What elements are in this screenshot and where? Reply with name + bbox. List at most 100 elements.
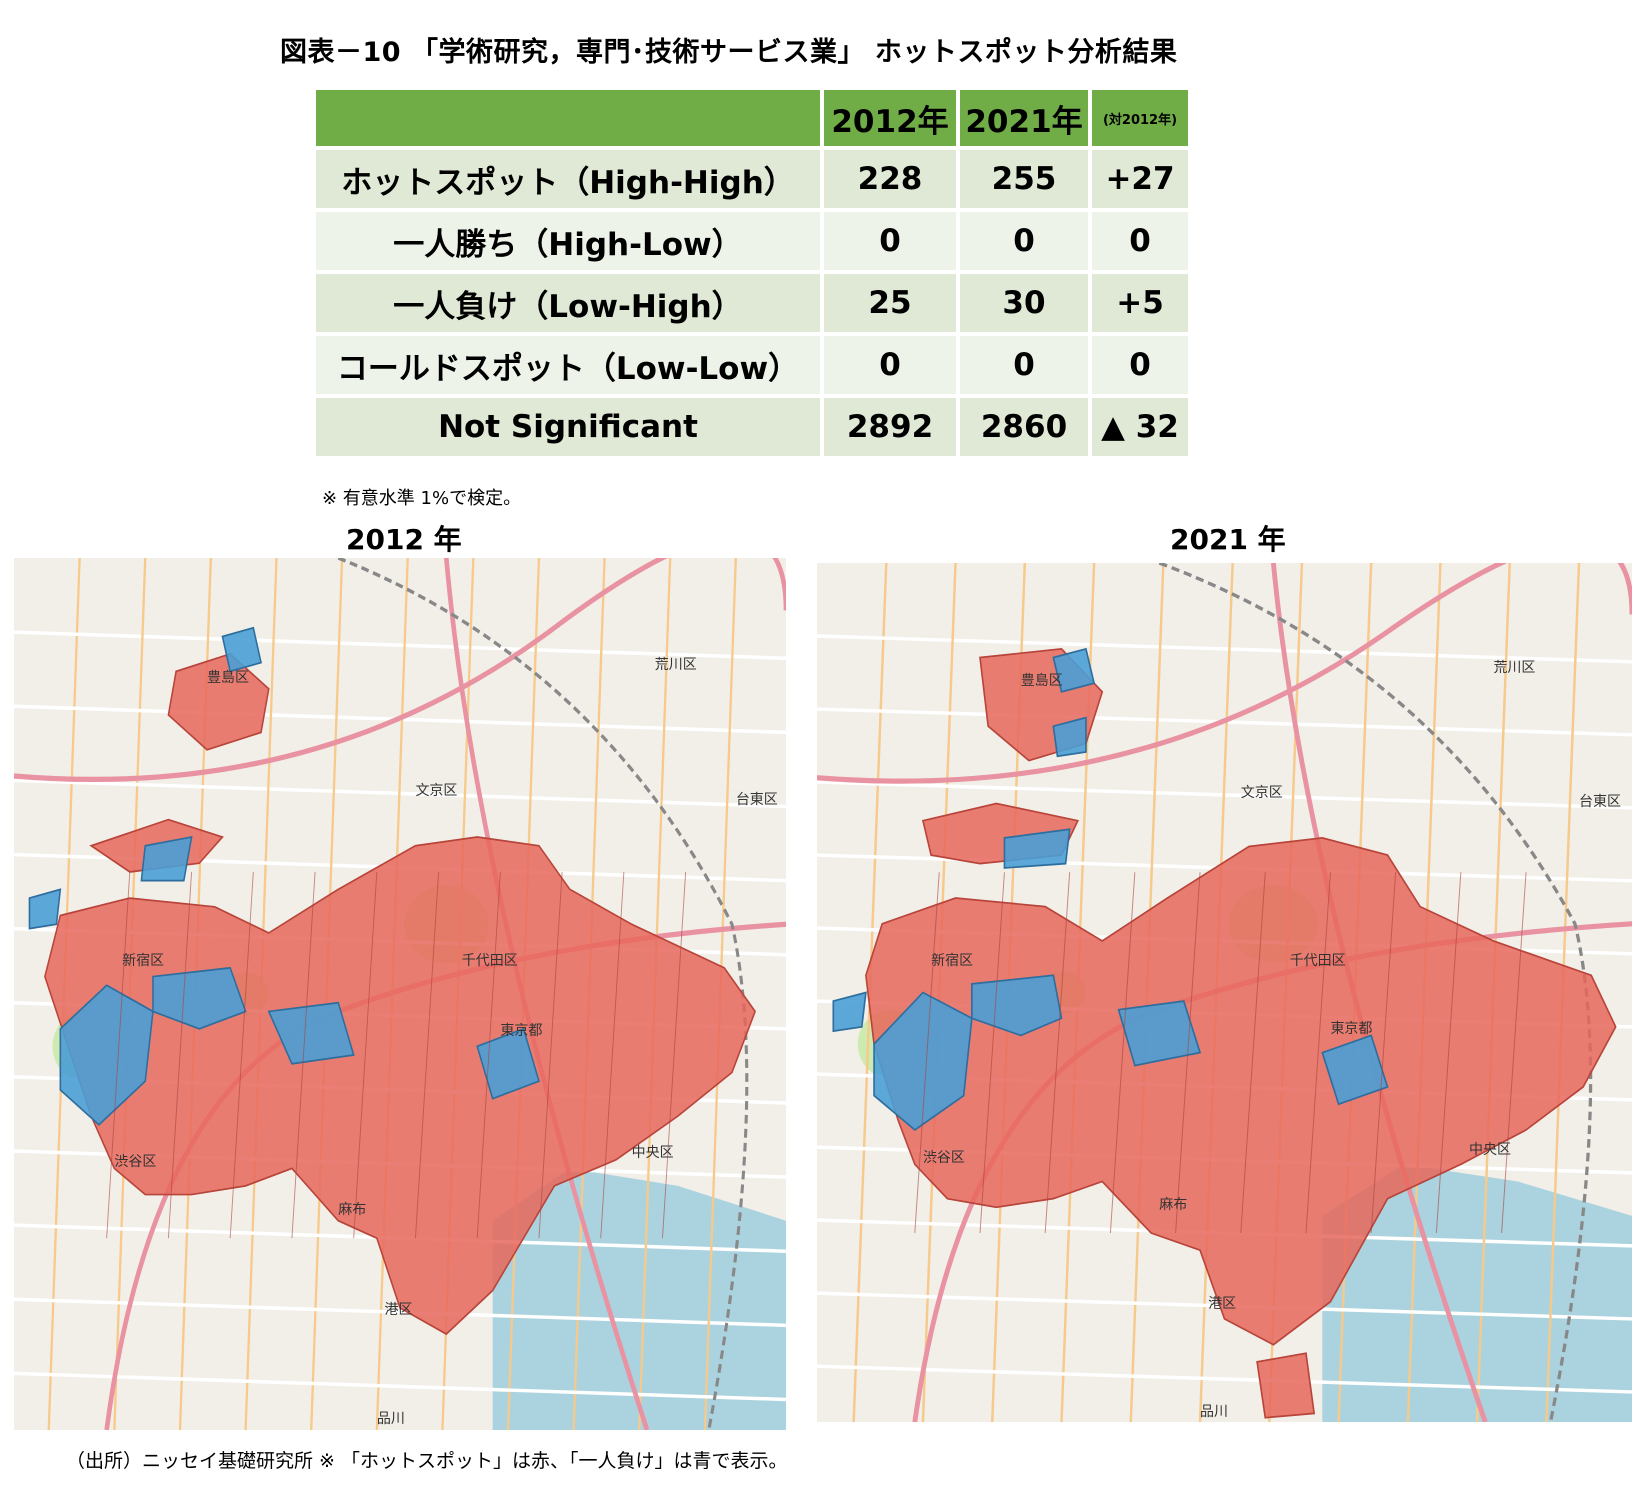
cell-boundary [914, 872, 940, 1234]
hotspot-area [44, 836, 757, 1336]
row-2012: 25 [824, 274, 956, 332]
area-label: 渋谷区 [922, 1150, 965, 1167]
table-header-2012: 2012年 [824, 90, 956, 146]
table-row: ホットスポット（High-High） 228 255 +27 [316, 150, 1188, 208]
cell-boundary [291, 871, 316, 1239]
area-label: 品川 [376, 1411, 405, 1428]
row-2021: 0 [960, 212, 1088, 270]
map-canvas [817, 563, 1632, 1422]
road-line [14, 1297, 786, 1328]
cell-boundary [1240, 872, 1266, 1234]
map-2012: 豊島区 文京区 台東区 荒川区 新宿区 千代田区 東京都 渋谷区 中央区 港区 麻布 品川 [14, 558, 786, 1430]
hotspot-area [1256, 1352, 1316, 1419]
area-label: 中央区 [631, 1145, 674, 1162]
table-row: 一人負け（Low-High） 25 30 +5 [316, 274, 1188, 332]
low-high-area [1003, 828, 1071, 869]
row-2021: 30 [960, 274, 1088, 332]
low-high-area [1052, 716, 1087, 758]
significance-note: ※ 有意水準 1%で検定。 [322, 488, 522, 509]
row-label: コールドスポット（Low-Low） [316, 336, 820, 394]
cell-boundary [538, 871, 563, 1239]
area-label: 麻布 [1159, 1197, 1188, 1214]
table-row: コールドスポット（Low-Low） 0 0 0 [316, 336, 1188, 394]
map-canvas [14, 558, 786, 1430]
cell-boundary [1501, 872, 1527, 1234]
cell-boundary [979, 872, 1005, 1234]
railway [1158, 563, 1593, 1422]
table-header-diff: (対2012年) [1092, 90, 1188, 146]
row-2012: 2892 [824, 398, 956, 456]
low-high-area [1052, 647, 1096, 693]
road-line [14, 1371, 786, 1402]
low-high-area [221, 626, 262, 673]
low-high-area [140, 835, 193, 882]
row-2021: 2860 [960, 398, 1088, 456]
cell-boundary [167, 871, 193, 1239]
row-diff: +5 [1092, 274, 1188, 332]
cell-boundary [353, 871, 378, 1239]
area-label: 豊島区 [1020, 673, 1063, 690]
low-high-area [152, 966, 247, 1030]
low-high-area [28, 888, 62, 930]
area-label: 渋谷区 [114, 1153, 157, 1170]
cell-boundary [476, 871, 501, 1239]
low-high-area [832, 991, 867, 1033]
row-label: ホットスポット（High-High） [316, 150, 820, 208]
row-diff: ▲ 32 [1092, 398, 1188, 456]
table-header-row: 2012年 2021年 (対2012年) [316, 90, 1188, 146]
table-row: Not Significant 2892 2860 ▲ 32 [316, 398, 1188, 456]
area-label: 文京区 [1240, 785, 1283, 802]
cell-boundary [1109, 872, 1136, 1234]
row-diff: 0 [1092, 212, 1188, 270]
area-label: 品川 [1200, 1403, 1229, 1420]
cell-boundary [1175, 872, 1201, 1234]
low-high-area [59, 984, 154, 1126]
table-header-label [316, 90, 820, 146]
area-label: 東京都 [500, 1023, 543, 1040]
area-label: 台東区 [735, 792, 778, 809]
area-label: 新宿区 [122, 953, 165, 970]
area-label: 千代田区 [461, 953, 518, 970]
low-high-area [1117, 1000, 1202, 1067]
hotspot-table: 2012年 2021年 (対2012年) ホットスポット（High-High） … [312, 86, 1192, 460]
expressway [14, 558, 786, 783]
cell-boundary [1305, 872, 1331, 1234]
row-label: 一人負け（Low-High） [316, 274, 820, 332]
area-label: 文京区 [415, 783, 458, 800]
map-2021: 豊島区 文京区 台東区 荒川区 新宿区 千代田区 東京都 渋谷区 中央区 港区 麻布 品川 [817, 563, 1632, 1422]
cell-boundary [414, 871, 440, 1239]
cell-boundary [1044, 872, 1071, 1234]
cell-boundary [600, 871, 625, 1239]
cell-boundary [229, 871, 254, 1239]
table-header-2021: 2021年 [960, 90, 1088, 146]
figure-title: 図表－10 「学術研究，専門･技術サービス業」 ホットスポット分析結果 [280, 37, 1178, 68]
area-label: 東京都 [1330, 1021, 1373, 1038]
area-label: 荒川区 [1493, 660, 1536, 677]
area-label: 荒川区 [654, 656, 697, 673]
area-label: 千代田区 [1289, 952, 1346, 969]
row-2021: 0 [960, 336, 1088, 394]
row-label: Not Significant [316, 398, 820, 456]
expressway [817, 563, 1632, 784]
row-2012: 228 [824, 150, 956, 208]
road-line [817, 1364, 1632, 1394]
map-2012-label: 2012 年 [346, 523, 462, 556]
hotspot-area [865, 837, 1617, 1346]
low-high-area [1321, 1034, 1389, 1106]
table-row: 一人勝ち（High-Low） 0 0 0 [316, 212, 1188, 270]
area-label: 新宿区 [931, 952, 974, 969]
cell-boundary [662, 871, 687, 1239]
cell-boundary [1435, 872, 1462, 1234]
low-high-area [873, 991, 973, 1132]
area-label: 港区 [384, 1302, 413, 1319]
source-footer: （出所）ニッセイ基礎研究所 ※ 「ホットスポット」は赤、「一人負け」は青で表示。 [66, 1450, 788, 1472]
railway [337, 558, 749, 1430]
area-label: 中央区 [1469, 1141, 1511, 1158]
area-label: 豊島区 [207, 670, 249, 686]
row-diff: +27 [1092, 150, 1188, 208]
area-label: 台東区 [1579, 793, 1622, 810]
row-2021: 255 [960, 150, 1088, 208]
map-2021-label: 2021 年 [1170, 523, 1286, 556]
cell-boundary [106, 871, 131, 1239]
row-2012: 0 [824, 212, 956, 270]
